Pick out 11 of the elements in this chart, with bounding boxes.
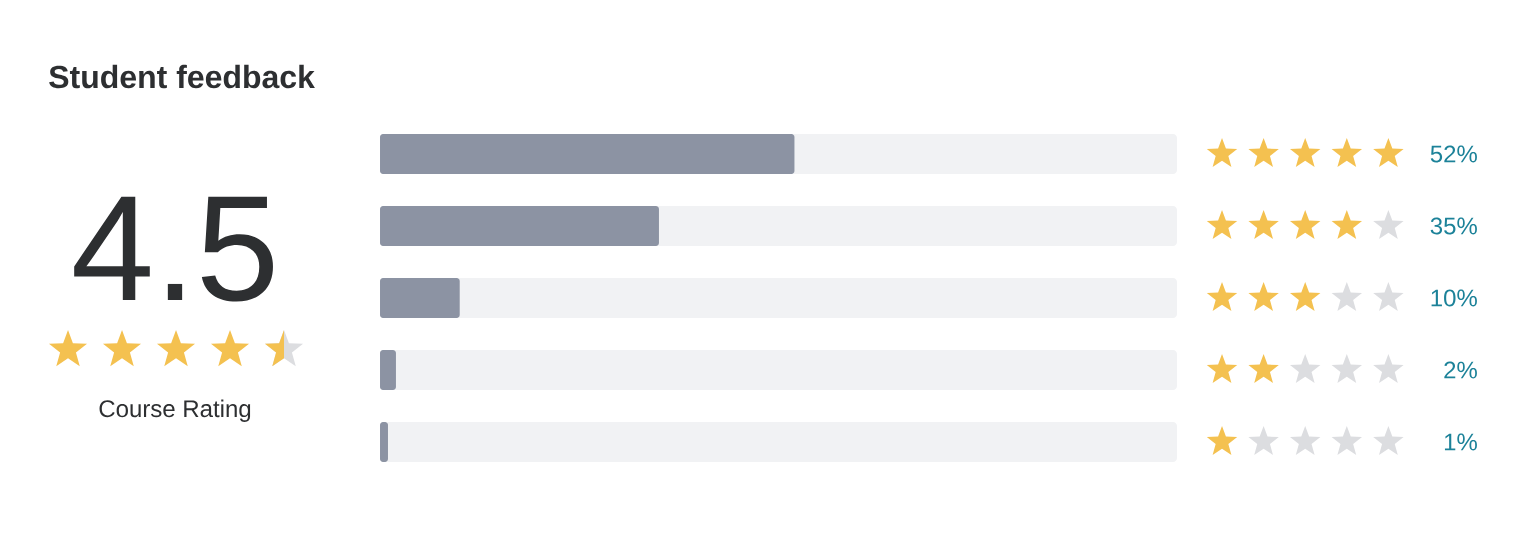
text: 4.5 <box>74 196 273 302</box>
data-label: 35% <box>1430 217 1477 235</box>
bar <box>380 349 396 390</box>
bar <box>380 421 388 462</box>
chart-title: Student feedback <box>49 64 315 89</box>
data-label: 1% <box>1444 433 1477 451</box>
data-label: 52% <box>1430 145 1477 163</box>
data-label: 10% <box>1431 289 1477 307</box>
text: Course Rating <box>99 399 251 422</box>
bar <box>380 277 460 318</box>
data-label: 2% <box>1444 361 1477 379</box>
